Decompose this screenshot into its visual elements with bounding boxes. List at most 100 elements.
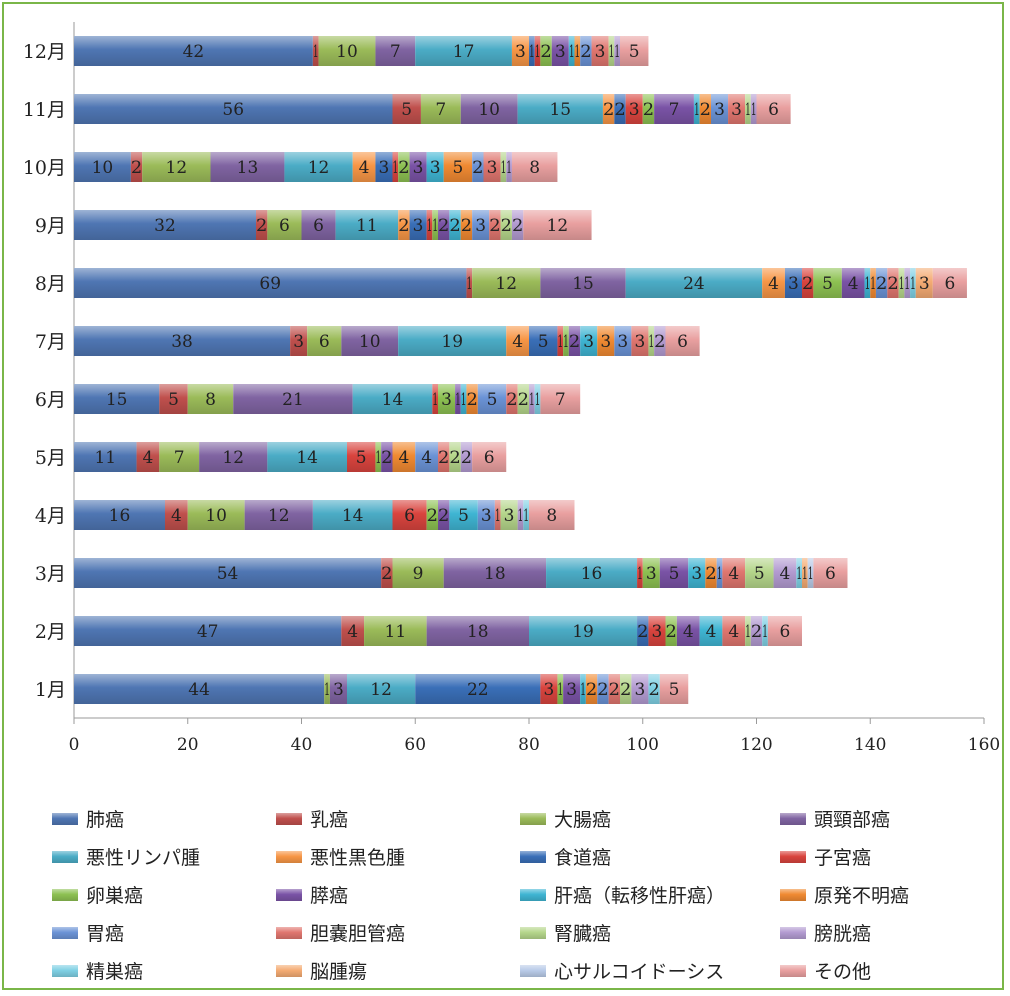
data-label: 5 bbox=[822, 274, 833, 294]
legend-swatch bbox=[780, 965, 806, 977]
bar-segment bbox=[483, 152, 501, 182]
bar-segment bbox=[506, 152, 512, 182]
data-label: 1 bbox=[899, 274, 905, 294]
data-label: 3 bbox=[629, 100, 640, 120]
bar-segment bbox=[585, 674, 598, 704]
data-label: 22 bbox=[467, 680, 489, 700]
bar-segment bbox=[745, 616, 751, 646]
data-label: 2 bbox=[648, 680, 659, 700]
bar-segment bbox=[438, 442, 450, 472]
bar-segment bbox=[546, 558, 638, 588]
bar-segment bbox=[898, 268, 905, 298]
bar-segment bbox=[864, 268, 871, 298]
bar-segment bbox=[324, 674, 330, 704]
data-label: 1 bbox=[427, 216, 433, 236]
data-label: 7 bbox=[174, 448, 185, 468]
data-label: 11 bbox=[356, 216, 378, 236]
data-label: 1 bbox=[870, 274, 876, 294]
data-label: 5 bbox=[754, 564, 765, 584]
bar-segment bbox=[233, 384, 353, 414]
bar-segment bbox=[74, 36, 313, 66]
data-label: 5 bbox=[356, 448, 367, 468]
bar-segment bbox=[187, 384, 234, 414]
bar-segment bbox=[301, 210, 336, 240]
data-label: 1 bbox=[745, 100, 751, 120]
bar-segment bbox=[74, 616, 342, 646]
bar-segment bbox=[540, 268, 626, 298]
data-label: 1 bbox=[745, 622, 751, 642]
bar-segment bbox=[375, 36, 416, 66]
data-label: 3 bbox=[555, 42, 566, 62]
data-label: 3 bbox=[543, 680, 554, 700]
data-label: 1 bbox=[609, 42, 615, 62]
data-label: 2 bbox=[438, 216, 449, 236]
bar-segment bbox=[870, 268, 876, 298]
data-label: 1 bbox=[557, 332, 563, 352]
bar-segment bbox=[716, 558, 723, 588]
bar-segment bbox=[540, 674, 558, 704]
bar-segment bbox=[341, 616, 365, 646]
data-label: 4 bbox=[512, 332, 523, 352]
bar-segment bbox=[693, 94, 700, 124]
legend-swatch bbox=[52, 889, 78, 901]
bar-segment bbox=[654, 326, 666, 356]
legend-swatch bbox=[520, 927, 546, 939]
bar-segment bbox=[745, 558, 774, 588]
bar-segment bbox=[409, 152, 427, 182]
data-label: 2 bbox=[540, 42, 551, 62]
data-label: 1 bbox=[461, 390, 467, 410]
legend-swatch bbox=[276, 965, 302, 977]
bar-segment bbox=[159, 442, 200, 472]
legend-label: 頭頸部癌 bbox=[814, 809, 890, 831]
data-label: 47 bbox=[197, 622, 219, 642]
data-label: 2 bbox=[876, 274, 887, 294]
data-label: 1 bbox=[529, 390, 535, 410]
bar-segment bbox=[392, 500, 427, 530]
data-label: 2 bbox=[398, 216, 409, 236]
data-label: 1 bbox=[432, 390, 438, 410]
bar-segment bbox=[813, 268, 842, 298]
legend-label: 肝癌（転移性肝癌） bbox=[554, 885, 725, 907]
data-label: 4 bbox=[780, 564, 791, 584]
bar-segment bbox=[312, 36, 319, 66]
bar-segment bbox=[506, 384, 518, 414]
bar-segment bbox=[426, 500, 438, 530]
bar-segment bbox=[438, 384, 456, 414]
data-label: 4 bbox=[728, 564, 739, 584]
data-label: 6 bbox=[313, 216, 324, 236]
data-label: 15 bbox=[572, 274, 594, 294]
bar-segment bbox=[466, 268, 473, 298]
legend-label: 食道癌 bbox=[554, 847, 611, 869]
data-label: 2 bbox=[518, 390, 529, 410]
data-label: 12 bbox=[547, 216, 569, 236]
bar-segment bbox=[494, 500, 501, 530]
bar-segment bbox=[426, 152, 444, 182]
data-label: 2 bbox=[461, 216, 472, 236]
x-tick-label: 0 bbox=[69, 735, 80, 755]
data-label: 4 bbox=[706, 622, 717, 642]
data-label: 2 bbox=[381, 448, 392, 468]
data-label: 2 bbox=[506, 390, 517, 410]
bar-segment bbox=[551, 36, 569, 66]
data-label: 1 bbox=[648, 332, 654, 352]
data-label: 14 bbox=[296, 448, 318, 468]
bar-segment bbox=[312, 500, 393, 530]
bar-segment bbox=[426, 210, 433, 240]
bar-segment bbox=[381, 442, 393, 472]
bar-segment bbox=[597, 674, 609, 704]
bar-segment bbox=[648, 616, 666, 646]
x-tick-label: 60 bbox=[404, 735, 426, 755]
data-label: 32 bbox=[154, 216, 176, 236]
bar-segment bbox=[756, 94, 791, 124]
data-label: 4 bbox=[683, 622, 694, 642]
data-label: 54 bbox=[217, 564, 239, 584]
bar-segment bbox=[642, 558, 660, 588]
bar-segment bbox=[529, 500, 575, 530]
bar-segment bbox=[665, 326, 700, 356]
bar-segment bbox=[654, 94, 694, 124]
bar-segment bbox=[620, 674, 632, 704]
legend-swatch bbox=[780, 851, 806, 863]
legend-label: 大腸癌 bbox=[554, 809, 611, 831]
data-label: 16 bbox=[581, 564, 603, 584]
bar-segment bbox=[557, 674, 564, 704]
